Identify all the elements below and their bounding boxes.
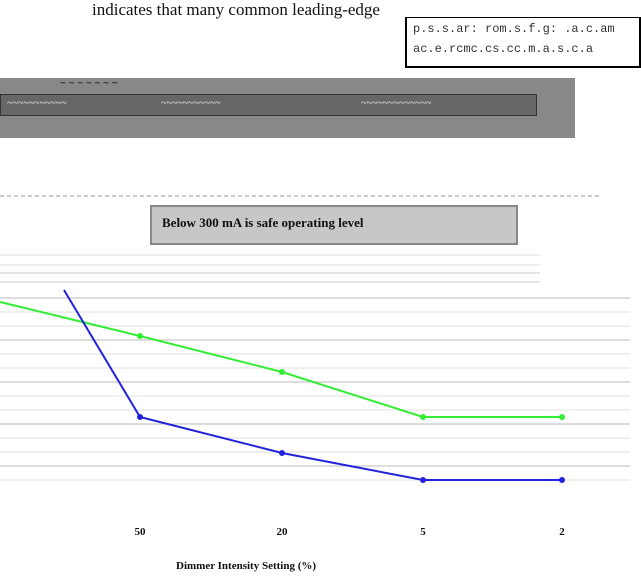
right-box-line-2: ac.e.rcmc.cs.cc.m.a.s.c.a (413, 42, 594, 56)
data-point (137, 333, 143, 339)
series-line-1 (0, 301, 562, 418)
x-tick-label: 5 (420, 526, 426, 538)
data-point (137, 414, 143, 420)
data-point (559, 414, 565, 420)
x-tick-label: 2 (559, 526, 565, 538)
legend-item-1: ~~~~~~~~~~~ (7, 98, 67, 109)
data-point (279, 369, 285, 375)
x-tick-label: 20 (277, 526, 289, 538)
legend-panel-title: ~ ~ ~ ~ ~ ~ ~ (60, 78, 118, 89)
x-tick-label: 50 (135, 526, 147, 538)
chart-x-ticks: 50 20 5 2 (135, 526, 566, 538)
legend-panel: ~ ~ ~ ~ ~ ~ ~ ~~~~~~~~~~~ ~~~~~~~~~~~ ~~… (0, 78, 575, 138)
right-box-line-1: p.s.s.ar: rom.s.f.g: .a.c.am (413, 22, 615, 36)
header-text: indicates that many common leading-edge (92, 0, 380, 19)
line-chart: 50 20 5 2 (0, 289, 630, 538)
background-stripes (0, 195, 600, 283)
data-point (279, 450, 285, 456)
chart-series (0, 289, 565, 483)
safe-level-annotation: Below 300 mA is safe operating level (150, 205, 518, 245)
x-axis-label: Dimmer Intensity Setting (%) (176, 560, 317, 572)
legend-bar: ~~~~~~~~~~~ ~~~~~~~~~~~ ~~~~~~~~~~~~~ (0, 94, 537, 116)
data-point (420, 414, 426, 420)
data-point (559, 477, 565, 483)
right-text-box: p.s.s.ar: rom.s.f.g: .a.c.am ac.e.rcmc.c… (405, 17, 641, 68)
legend-item-2: ~~~~~~~~~~~ (161, 98, 221, 109)
data-point (420, 477, 426, 483)
legend-item-3: ~~~~~~~~~~~~~ (361, 98, 432, 109)
